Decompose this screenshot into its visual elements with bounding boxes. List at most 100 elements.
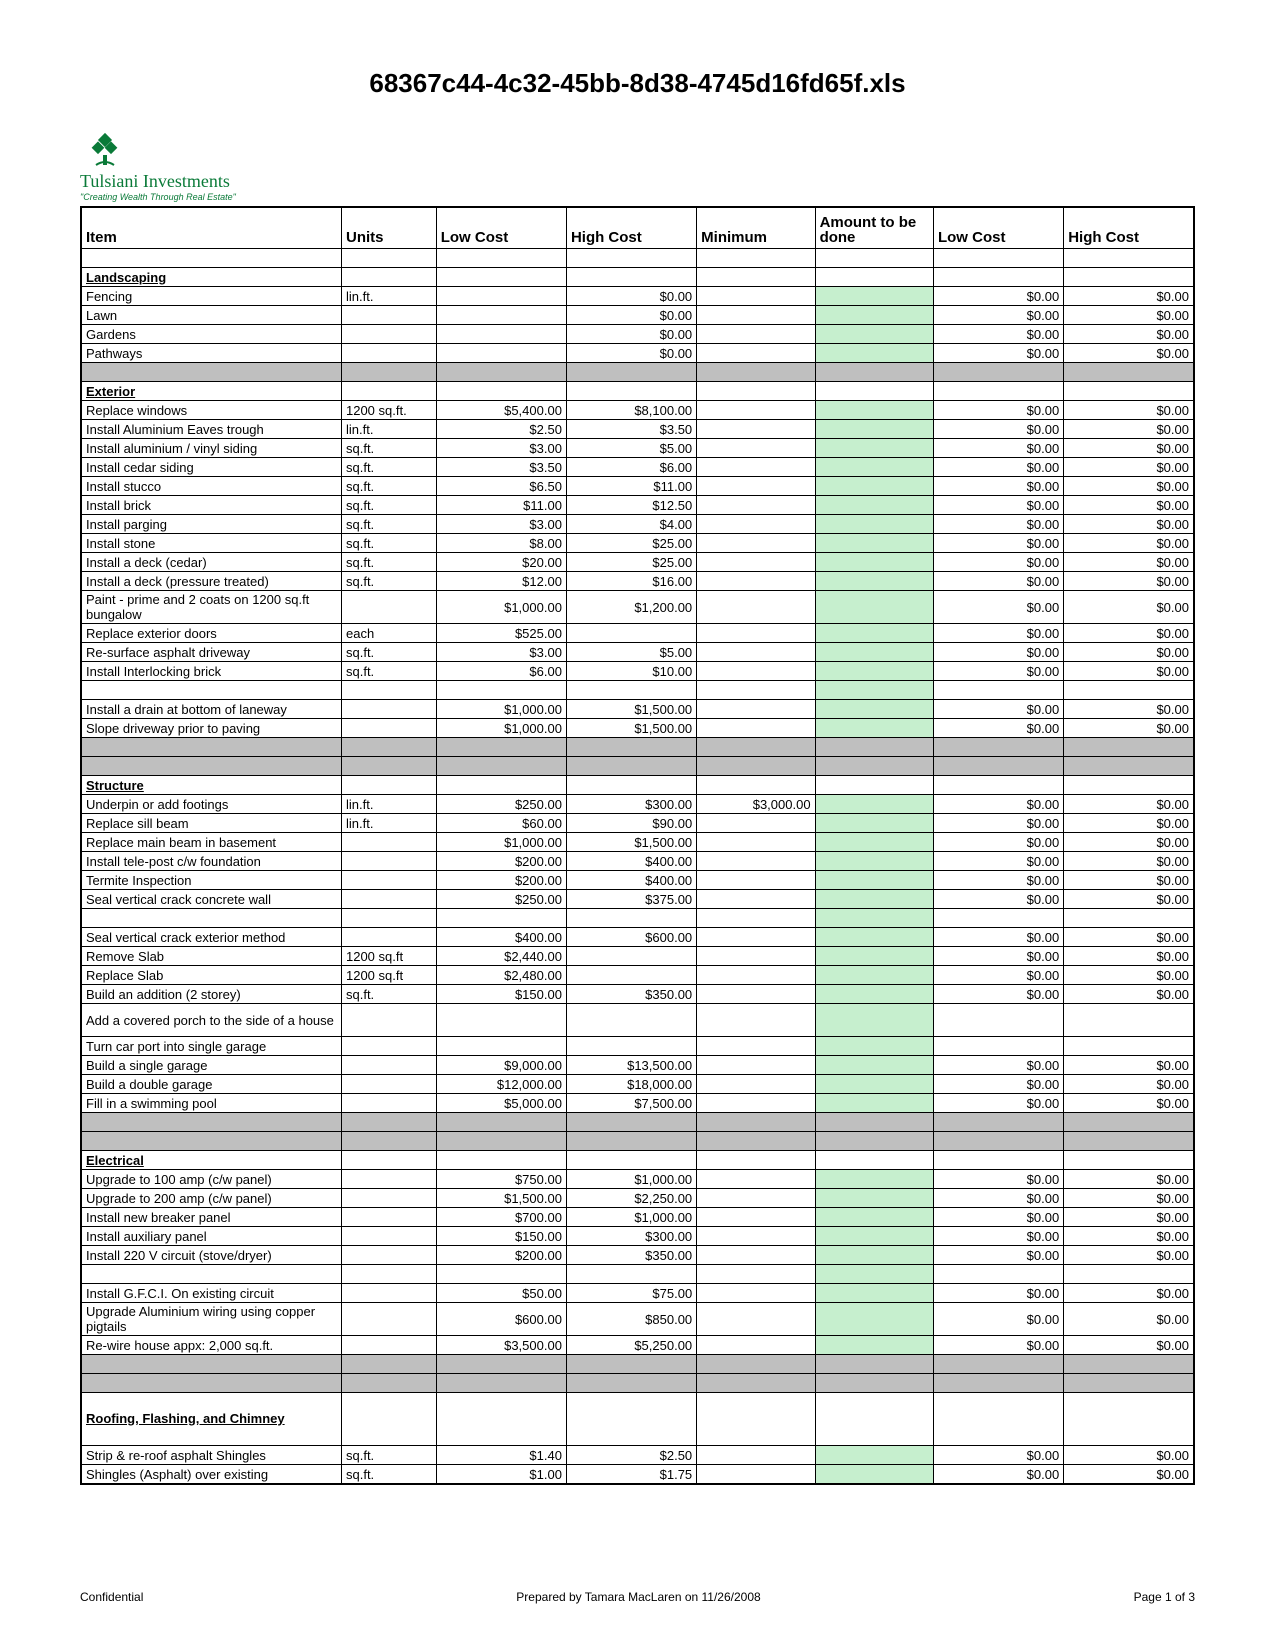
footer-left: Confidential (80, 1590, 143, 1604)
item-name: Install tele-post c/w foundation (81, 852, 341, 871)
cell: $0.00 (1064, 966, 1194, 985)
table-row: Seal vertical crack concrete wall$250.00… (81, 890, 1194, 909)
cell (697, 1465, 815, 1485)
cell: $0.00 (933, 553, 1063, 572)
cell (697, 439, 815, 458)
cell: $12.00 (436, 572, 566, 591)
cell (815, 1465, 933, 1485)
cell: sq.ft. (341, 515, 436, 534)
cell: $600.00 (566, 928, 696, 947)
cell (697, 1246, 815, 1265)
cell: sq.ft. (341, 1465, 436, 1485)
table-row: Turn car port into single garage (81, 1037, 1194, 1056)
table-row: Roofing, Flashing, and Chimney (81, 1393, 1194, 1446)
cell (436, 344, 566, 363)
cell: $10.00 (566, 662, 696, 681)
cell (815, 458, 933, 477)
cell (933, 1037, 1063, 1056)
item-name: Add a covered porch to the side of a hou… (81, 1004, 341, 1037)
item-name: Install cedar siding (81, 458, 341, 477)
cell: lin.ft. (341, 814, 436, 833)
cell (697, 624, 815, 643)
cell: $525.00 (436, 624, 566, 643)
cell (815, 871, 933, 890)
table-row: Install a deck (pressure treated)sq.ft.$… (81, 572, 1194, 591)
cell: $0.00 (1064, 477, 1194, 496)
cell: $250.00 (436, 890, 566, 909)
table-row: Landscaping (81, 268, 1194, 287)
cell: $0.00 (933, 795, 1063, 814)
table-row (81, 681, 1194, 700)
cell: $5,000.00 (436, 1094, 566, 1113)
table-row: Upgrade Aluminium wiring using copper pi… (81, 1303, 1194, 1336)
col-highcost: High Cost (566, 207, 696, 249)
item-name: Install aluminium / vinyl siding (81, 439, 341, 458)
cell: $0.00 (933, 662, 1063, 681)
cell: $850.00 (566, 1303, 696, 1336)
cell: $0.00 (1064, 1246, 1194, 1265)
cell: $0.00 (1064, 496, 1194, 515)
cell: $0.00 (933, 966, 1063, 985)
cell (815, 1189, 933, 1208)
cell (341, 1056, 436, 1075)
cell: $750.00 (436, 1170, 566, 1189)
cell: $0.00 (933, 591, 1063, 624)
cell (815, 287, 933, 306)
col-units: Units (341, 207, 436, 249)
cell (697, 344, 815, 363)
table-row: Replace windows1200 sq.ft.$5,400.00$8,10… (81, 401, 1194, 420)
cell: $20.00 (436, 553, 566, 572)
item-name: Install a deck (cedar) (81, 553, 341, 572)
section-heading: Structure (81, 776, 341, 795)
cell: sq.ft. (341, 662, 436, 681)
cell: $60.00 (436, 814, 566, 833)
cell (697, 890, 815, 909)
cell (697, 325, 815, 344)
cell (697, 1446, 815, 1465)
cell (697, 1189, 815, 1208)
cell (697, 591, 815, 624)
company-name: Tulsiani Investments (80, 171, 1195, 192)
cell (933, 1004, 1063, 1037)
cell (697, 420, 815, 439)
cell (697, 871, 815, 890)
cell: $0.00 (1064, 1336, 1194, 1355)
cell: $300.00 (566, 795, 696, 814)
cell (697, 719, 815, 738)
cell: $700.00 (436, 1208, 566, 1227)
item-name: Install G.F.C.I. On existing circuit (81, 1284, 341, 1303)
cell (697, 534, 815, 553)
cell (815, 928, 933, 947)
item-name: Upgrade to 100 amp (c/w panel) (81, 1170, 341, 1189)
item-name: Build a double garage (81, 1075, 341, 1094)
cell: $0.00 (933, 325, 1063, 344)
cell: $0.00 (933, 852, 1063, 871)
cell: $0.00 (1064, 1094, 1194, 1113)
cell: $3.00 (436, 439, 566, 458)
cell (815, 852, 933, 871)
cell: $0.00 (1064, 1170, 1194, 1189)
cell: $0.00 (933, 833, 1063, 852)
cell: sq.ft. (341, 534, 436, 553)
cell: $200.00 (436, 871, 566, 890)
cell (815, 1056, 933, 1075)
cell: $0.00 (933, 401, 1063, 420)
cell (341, 1170, 436, 1189)
cell: $0.00 (933, 624, 1063, 643)
table-row (81, 1132, 1194, 1151)
col-highcost2: High Cost (1064, 207, 1194, 249)
cell: $0.00 (1064, 325, 1194, 344)
cell: lin.ft. (341, 420, 436, 439)
cell: $3.00 (436, 515, 566, 534)
cell (1064, 1037, 1194, 1056)
cell: $0.00 (933, 700, 1063, 719)
cell (815, 1284, 933, 1303)
cell: $0.00 (1064, 795, 1194, 814)
cell: $150.00 (436, 1227, 566, 1246)
table-row: Install stuccosq.ft.$6.50$11.00$0.00$0.0… (81, 477, 1194, 496)
cell: $7,500.00 (566, 1094, 696, 1113)
cell: $1,000.00 (436, 591, 566, 624)
table-row: Strip & re-roof asphalt Shinglessq.ft.$1… (81, 1446, 1194, 1465)
cell (815, 1227, 933, 1246)
item-name: Pathways (81, 344, 341, 363)
